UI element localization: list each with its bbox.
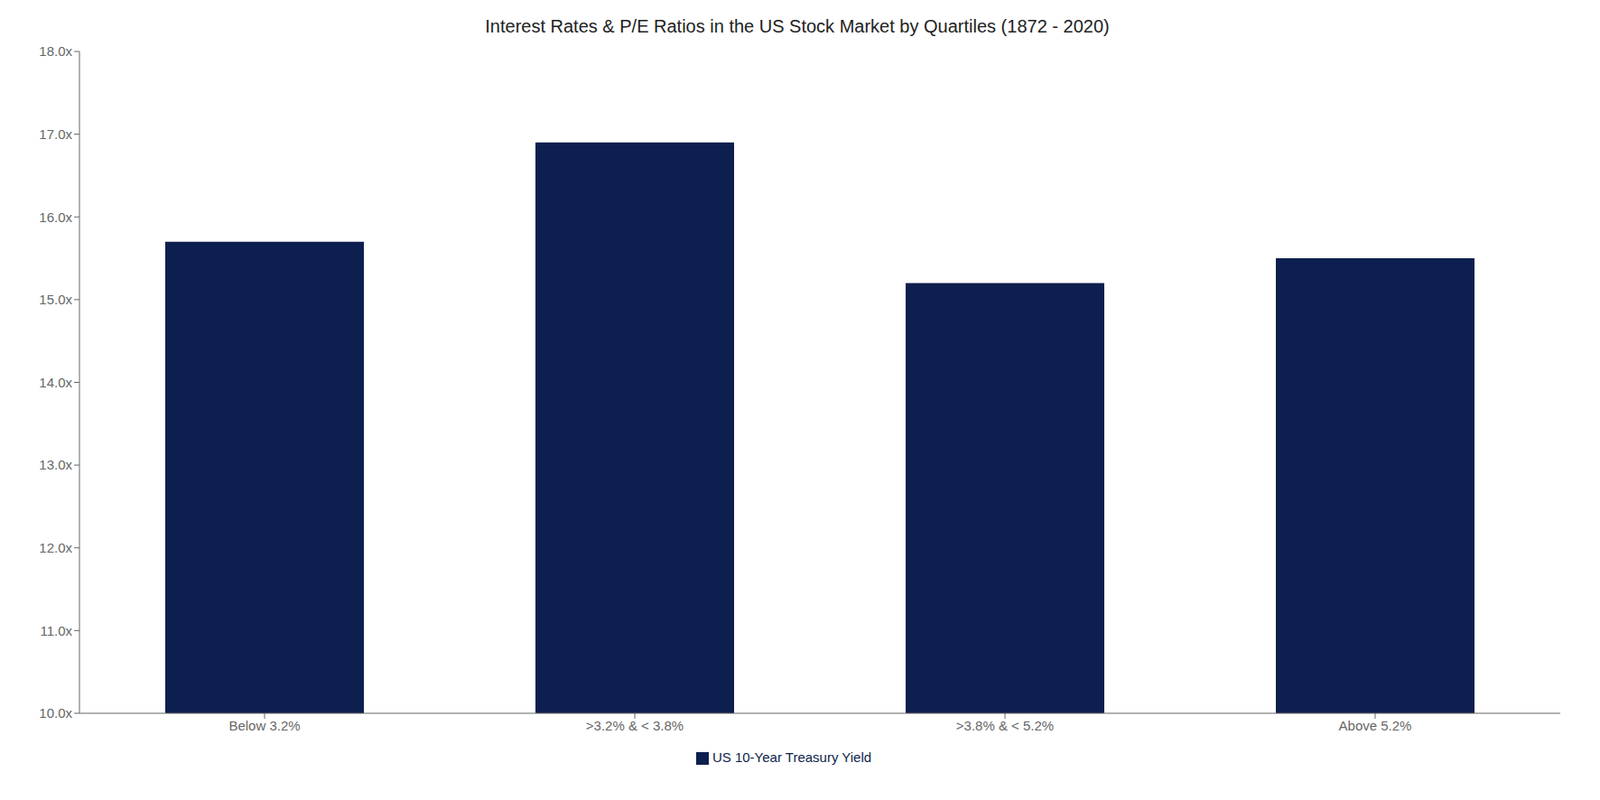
svg-text:Above 5.2%: Above 5.2% [1339, 717, 1413, 734]
html-text:Interest Rates & P/E Ratios in: Interest Rates & P/E Ratios in the US St… [485, 16, 1110, 37]
svg-text:Below 3.2%: Below 3.2% [228, 717, 300, 734]
html-text:US 10-Year Treasury Yield: US 10-Year Treasury Yield [712, 749, 872, 765]
svg-text:>3.2% & < 3.8%: >3.2% & < 3.8% [586, 717, 684, 734]
svg-text:11.0x: 11.0x [39, 623, 73, 639]
svg-text:10.0x: 10.0x [38, 705, 73, 721]
svg-text:13.0x: 13.0x [38, 456, 73, 473]
svg-text:>3.8% & < 5.2%: >3.8% & < 5.2% [956, 717, 1054, 734]
svg-text:14.0x: 14.0x [38, 374, 73, 391]
svg-text:16.0x: 16.0x [38, 209, 73, 225]
svg-text:12.0x: 12.0x [38, 539, 73, 556]
svg-text:18.0x: 18.0x [38, 43, 73, 59]
svg-text:15.0x: 15.0x [38, 291, 73, 307]
svg-text:17.0x: 17.0x [38, 126, 73, 142]
